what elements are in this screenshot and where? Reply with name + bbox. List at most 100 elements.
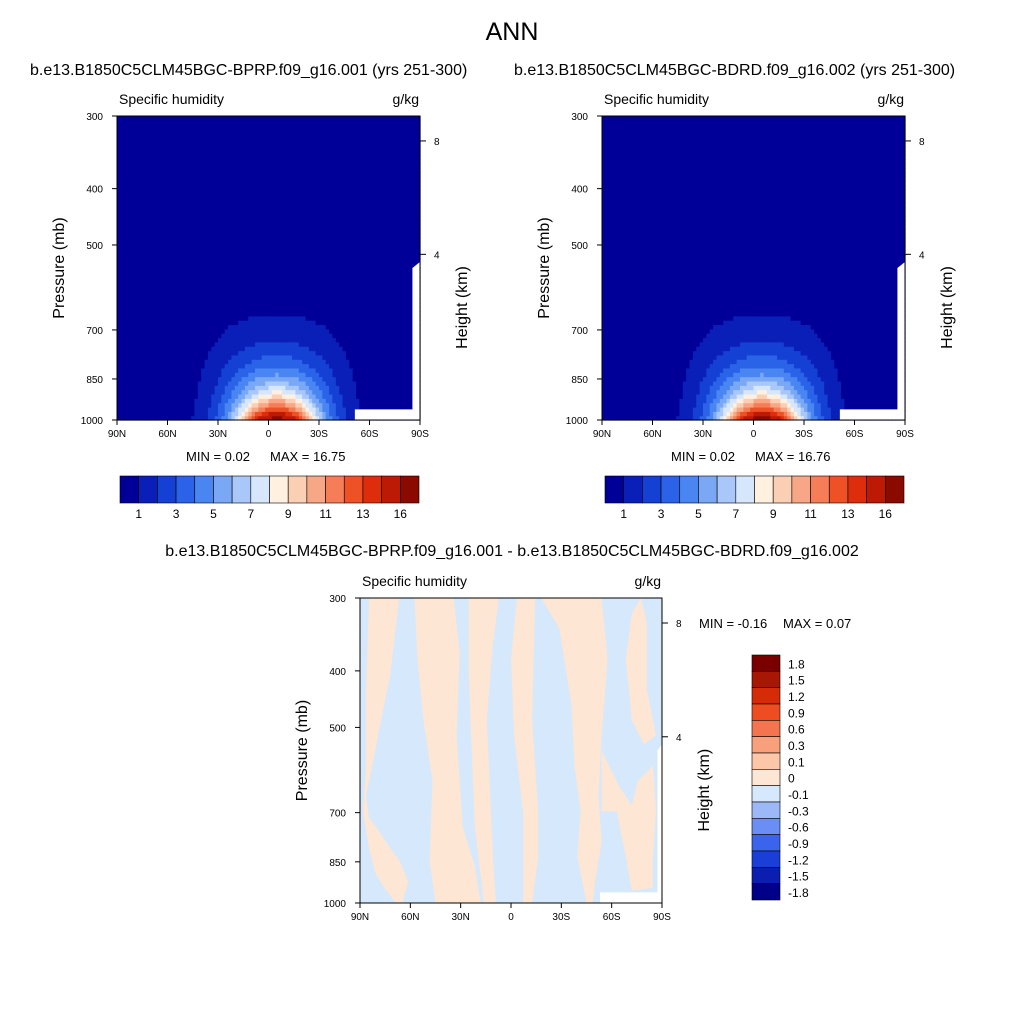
contour-cell xyxy=(127,354,132,360)
contour-cell xyxy=(281,411,286,417)
contour-cell xyxy=(154,120,158,126)
contour-cell xyxy=(292,181,297,187)
contour-cell xyxy=(160,241,165,247)
contour-cell xyxy=(265,163,270,169)
contour-cell xyxy=(278,281,283,286)
contour-cell xyxy=(224,298,229,304)
contour-cell xyxy=(231,411,236,417)
contour-cell xyxy=(265,129,270,134)
contour-cell xyxy=(251,146,256,152)
contour-cell xyxy=(120,276,125,282)
contour-cell xyxy=(251,281,256,286)
contour-cell xyxy=(204,202,209,208)
contour-cell xyxy=(285,233,290,239)
contour-cell xyxy=(292,228,297,234)
contour-cell xyxy=(143,185,148,191)
contour-cell xyxy=(231,380,236,386)
contour-cell xyxy=(201,189,206,195)
contour-cell xyxy=(147,294,152,299)
contour-cell xyxy=(275,389,280,395)
contour-cell xyxy=(170,146,175,152)
contour-cell xyxy=(133,315,138,321)
contour-cell xyxy=(123,406,128,412)
contour-cell xyxy=(248,354,253,360)
contour-cell xyxy=(191,281,196,286)
contour-cell xyxy=(143,228,148,234)
contour-cell xyxy=(154,137,158,143)
contour-cell xyxy=(184,415,189,421)
contour-cell xyxy=(278,142,283,147)
contour-cell xyxy=(218,398,222,404)
contour-cell xyxy=(204,185,209,191)
contour-cell xyxy=(120,398,125,404)
contour-cell xyxy=(117,324,121,330)
contour-cell xyxy=(275,202,280,208)
contour-cell xyxy=(214,254,219,260)
contour-cell xyxy=(292,415,297,421)
contour-cell xyxy=(184,120,189,126)
contour-cell xyxy=(123,133,128,139)
contour-cell xyxy=(275,198,280,204)
contour-cell xyxy=(214,402,219,408)
contour-cell xyxy=(248,163,253,169)
contour-cell xyxy=(224,198,229,204)
contour-cell xyxy=(214,389,219,395)
contour-cell xyxy=(244,181,249,187)
contour-cell xyxy=(292,311,297,317)
contour-cell xyxy=(127,337,132,343)
contour-cell xyxy=(214,224,219,230)
contour-cell xyxy=(123,116,128,121)
contour-cell xyxy=(201,129,206,134)
contour-cell xyxy=(201,311,206,317)
contour-cell xyxy=(261,254,266,260)
contour-cell xyxy=(244,198,249,204)
contour-cell xyxy=(154,228,158,234)
contour-cell xyxy=(241,337,246,343)
contour-cell xyxy=(120,341,125,347)
contour-cell xyxy=(285,376,290,382)
contour-cell xyxy=(187,389,192,395)
contour-cell xyxy=(285,241,290,247)
contour-cell xyxy=(160,129,165,134)
contour-cell xyxy=(285,168,290,174)
contour-cell xyxy=(127,398,132,404)
contour-cell xyxy=(261,176,266,182)
contour-cell xyxy=(271,337,276,343)
contour-cell xyxy=(258,350,263,356)
contour-cell xyxy=(174,415,179,421)
contour-cell xyxy=(154,311,158,317)
contour-cell xyxy=(150,220,155,226)
contour-cell xyxy=(187,124,192,130)
contour-cell xyxy=(130,228,135,234)
contour-cell xyxy=(278,185,283,191)
contour-cell xyxy=(261,398,266,404)
contour-cell xyxy=(231,294,236,299)
contour-cell xyxy=(157,276,162,282)
contour-cell xyxy=(123,137,128,143)
contour-cell xyxy=(117,250,121,256)
contour-cell xyxy=(207,263,212,269)
contour-cell xyxy=(231,281,236,286)
contour-cell xyxy=(261,172,266,178)
contour-cell xyxy=(271,211,276,217)
contour-cell xyxy=(184,189,189,195)
contour-cell xyxy=(261,298,266,304)
contour-cell xyxy=(164,385,169,391)
contour-cell xyxy=(120,411,125,417)
contour-cell xyxy=(261,268,266,273)
contour-cell xyxy=(238,233,243,239)
contour-cell xyxy=(248,137,253,143)
contour-cell xyxy=(278,285,283,291)
contour-cell xyxy=(268,146,273,152)
contour-cell xyxy=(255,311,259,317)
contour-cell xyxy=(164,250,169,256)
contour-cell xyxy=(288,194,293,200)
contour-cell xyxy=(211,380,216,386)
contour-cell xyxy=(127,276,132,282)
contour-cell xyxy=(184,307,189,313)
contour-cell xyxy=(268,354,273,360)
contour-cell xyxy=(248,215,253,221)
contour-cell xyxy=(154,155,158,161)
contour-cell xyxy=(133,198,138,204)
contour-cell xyxy=(123,246,128,252)
